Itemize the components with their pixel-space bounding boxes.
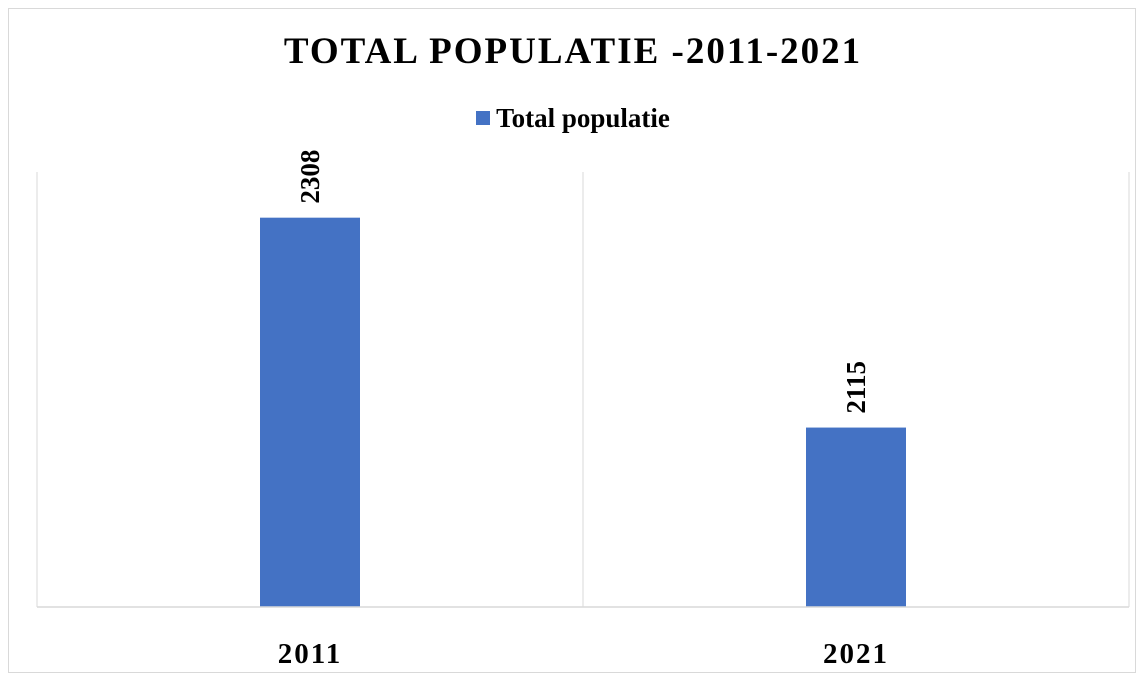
bar-2011	[260, 217, 360, 608]
data-label-2021: 2115	[841, 361, 871, 414]
chart-frame	[8, 8, 1136, 673]
bars-group	[260, 217, 906, 608]
chart-title: TOTAL POPULATIE -2011-2021	[283, 31, 863, 72]
legend-label: Total populatie	[496, 103, 670, 133]
legend: Total populatie	[0, 102, 1146, 134]
bar-2021	[806, 427, 906, 607]
data-label-2011: 2308	[295, 150, 325, 204]
x-tick-label-2011: 2011	[278, 638, 342, 670]
legend-swatch	[476, 111, 491, 125]
x-tick-label-2021: 2021	[823, 638, 889, 670]
labels-group: 2308 2011 2115 2021	[278, 150, 889, 670]
